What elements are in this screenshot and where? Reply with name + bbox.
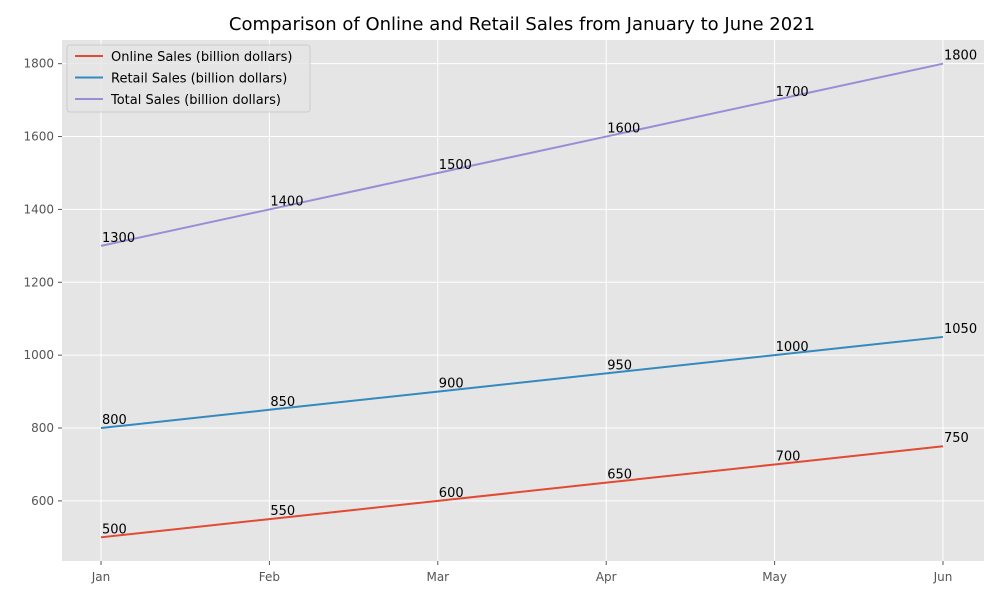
series-lines [100, 62, 944, 539]
grid-lines [62, 40, 984, 561]
data-label: 550 [270, 504, 295, 519]
legend-box [66, 44, 311, 113]
data-label: 1400 [270, 194, 303, 209]
plot-area [62, 40, 984, 561]
y-axis: 600 800 1000 1200 1400 1600 1800 [23, 57, 62, 508]
data-label: 900 [439, 377, 464, 392]
series-line-2 [100, 335, 944, 430]
data-label: 650 [607, 468, 632, 483]
y-tick-label: 1600 [23, 130, 54, 144]
x-tick-label: Feb [259, 570, 280, 584]
data-label: 1300 [102, 231, 135, 246]
data-label: 700 [776, 449, 801, 464]
data-label: 500 [102, 522, 127, 537]
data-label: 1500 [439, 158, 472, 173]
data-label: 1050 [944, 322, 977, 337]
y-tick-label: 1200 [23, 275, 54, 289]
y-tick-label: 1400 [23, 202, 54, 216]
x-tick-label: Mar [426, 570, 449, 584]
data-label: 1600 [607, 122, 640, 137]
legend-label: Online Sales (billion dollars) [111, 50, 292, 65]
y-tick-label: 1000 [23, 348, 54, 362]
y-tick-label: 600 [31, 494, 54, 508]
legend-label: Total Sales (billion dollars) [110, 93, 281, 108]
data-label: 750 [944, 431, 969, 446]
data-label: 600 [439, 486, 464, 501]
data-label: 1000 [776, 340, 809, 355]
data-label: 850 [270, 395, 295, 410]
legend: Online Sales (billion dollars) Retail Sal… [66, 44, 311, 113]
y-tick-label: 1800 [23, 57, 54, 71]
chart-title: Comparison of Online and Retail Sales fr… [229, 14, 815, 35]
x-tick-label: May [762, 570, 787, 584]
x-axis: Jan Feb Mar Apr May Jun [91, 561, 953, 584]
x-tick-label: Jun [933, 570, 953, 584]
data-label: 950 [607, 358, 632, 373]
x-tick-label: Apr [596, 570, 617, 584]
x-tick-label: Jan [91, 570, 111, 584]
series-line-3 [100, 62, 944, 247]
data-labels: 500 550 600 650 700 750 800 850 900 950 1000 1050 13… [102, 49, 977, 538]
series-line-1 [100, 445, 944, 539]
data-label: 1700 [776, 85, 809, 100]
data-label: 800 [102, 413, 127, 428]
data-label: 1800 [944, 49, 977, 64]
y-tick-label: 800 [31, 421, 54, 435]
legend-label: Retail Sales (billion dollars) [111, 72, 287, 87]
